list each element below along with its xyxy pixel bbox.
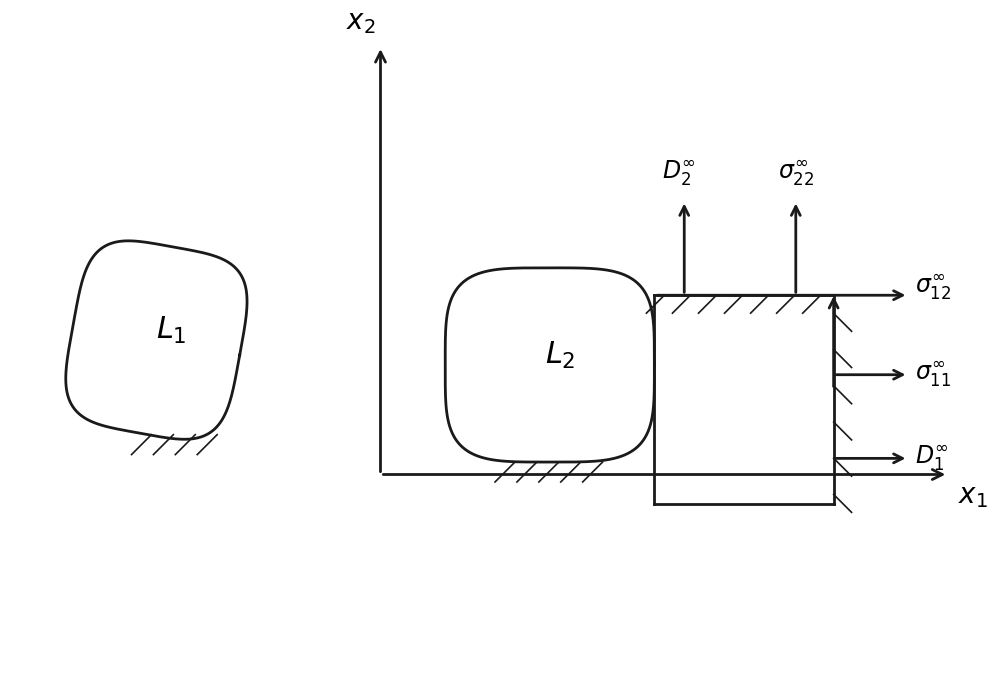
- Text: $x_2$: $x_2$: [346, 9, 375, 36]
- Text: $D_2^{\infty}$: $D_2^{\infty}$: [662, 158, 696, 188]
- Text: $\sigma_{12}^{\infty}$: $\sigma_{12}^{\infty}$: [915, 272, 952, 302]
- Text: $D_1^{\infty}$: $D_1^{\infty}$: [915, 444, 949, 473]
- Text: $\sigma_{11}^{\infty}$: $\sigma_{11}^{\infty}$: [915, 360, 952, 389]
- Text: $\sigma_{22}^{\infty}$: $\sigma_{22}^{\infty}$: [778, 158, 814, 188]
- Text: $L_1$: $L_1$: [156, 315, 187, 345]
- Text: $L_2$: $L_2$: [545, 339, 575, 370]
- Text: $x_1$: $x_1$: [958, 483, 988, 510]
